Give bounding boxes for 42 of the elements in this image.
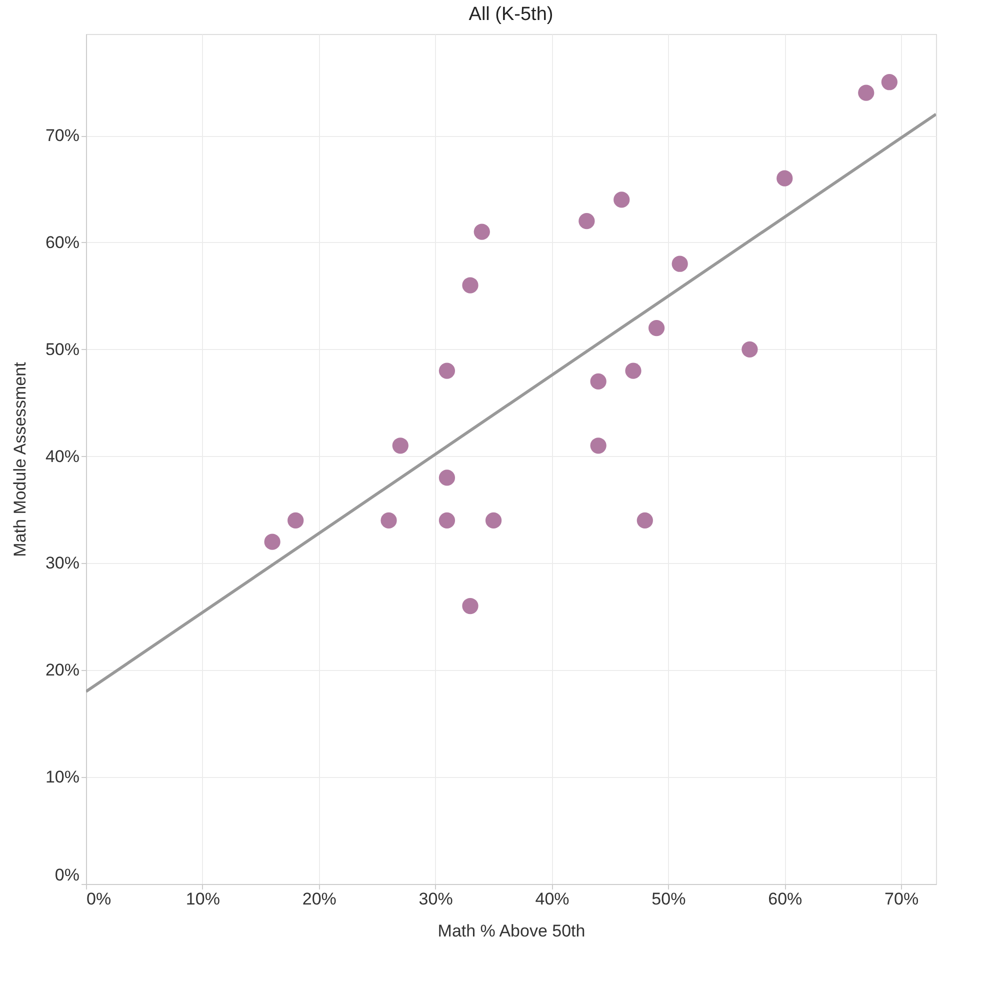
y-tick-label: 20%: [45, 660, 80, 680]
point: [474, 224, 490, 240]
point: [648, 320, 665, 336]
point: [776, 170, 793, 186]
y-tick-label: 0%: [54, 866, 80, 884]
point: [858, 84, 874, 101]
point: [672, 256, 688, 272]
point: [485, 512, 502, 529]
y-tick-label: 30%: [45, 554, 80, 573]
point: [438, 362, 456, 379]
y-tick-label: 60%: [45, 232, 80, 252]
x-tick-label: 50%: [652, 890, 686, 908]
x-tick-label: 20%: [302, 890, 336, 908]
point: [462, 598, 478, 614]
point: [625, 362, 642, 379]
y-tick-label: 10%: [45, 768, 80, 787]
y-tick-label: 50%: [45, 340, 80, 359]
y-tick-label: 40%: [45, 446, 80, 466]
x-tick-label: 0%: [86, 890, 112, 908]
x-tick-label: 70%: [884, 890, 919, 908]
point: [392, 438, 408, 454]
point: [578, 213, 595, 230]
point: [438, 470, 456, 486]
point: [636, 512, 653, 529]
point: [462, 277, 478, 294]
x-tick-label: 40%: [535, 890, 570, 908]
x-axis-title: Math % Above 50th: [438, 922, 586, 940]
point: [380, 512, 397, 529]
x-tick-label: 30%: [418, 890, 453, 908]
point: [590, 438, 606, 454]
point: [288, 512, 304, 529]
point: [590, 373, 606, 390]
x-tick-label: 10%: [186, 890, 220, 908]
y-tick-label: 70%: [45, 126, 80, 146]
y-axis-title: Math Module Assessment: [10, 362, 30, 557]
x-tick-label: 60%: [768, 890, 802, 908]
chart-title: All (K-5th): [468, 4, 554, 25]
point: [742, 341, 758, 358]
point: [881, 74, 898, 90]
point: [438, 512, 456, 529]
point: [264, 534, 280, 550]
point: [614, 192, 630, 208]
